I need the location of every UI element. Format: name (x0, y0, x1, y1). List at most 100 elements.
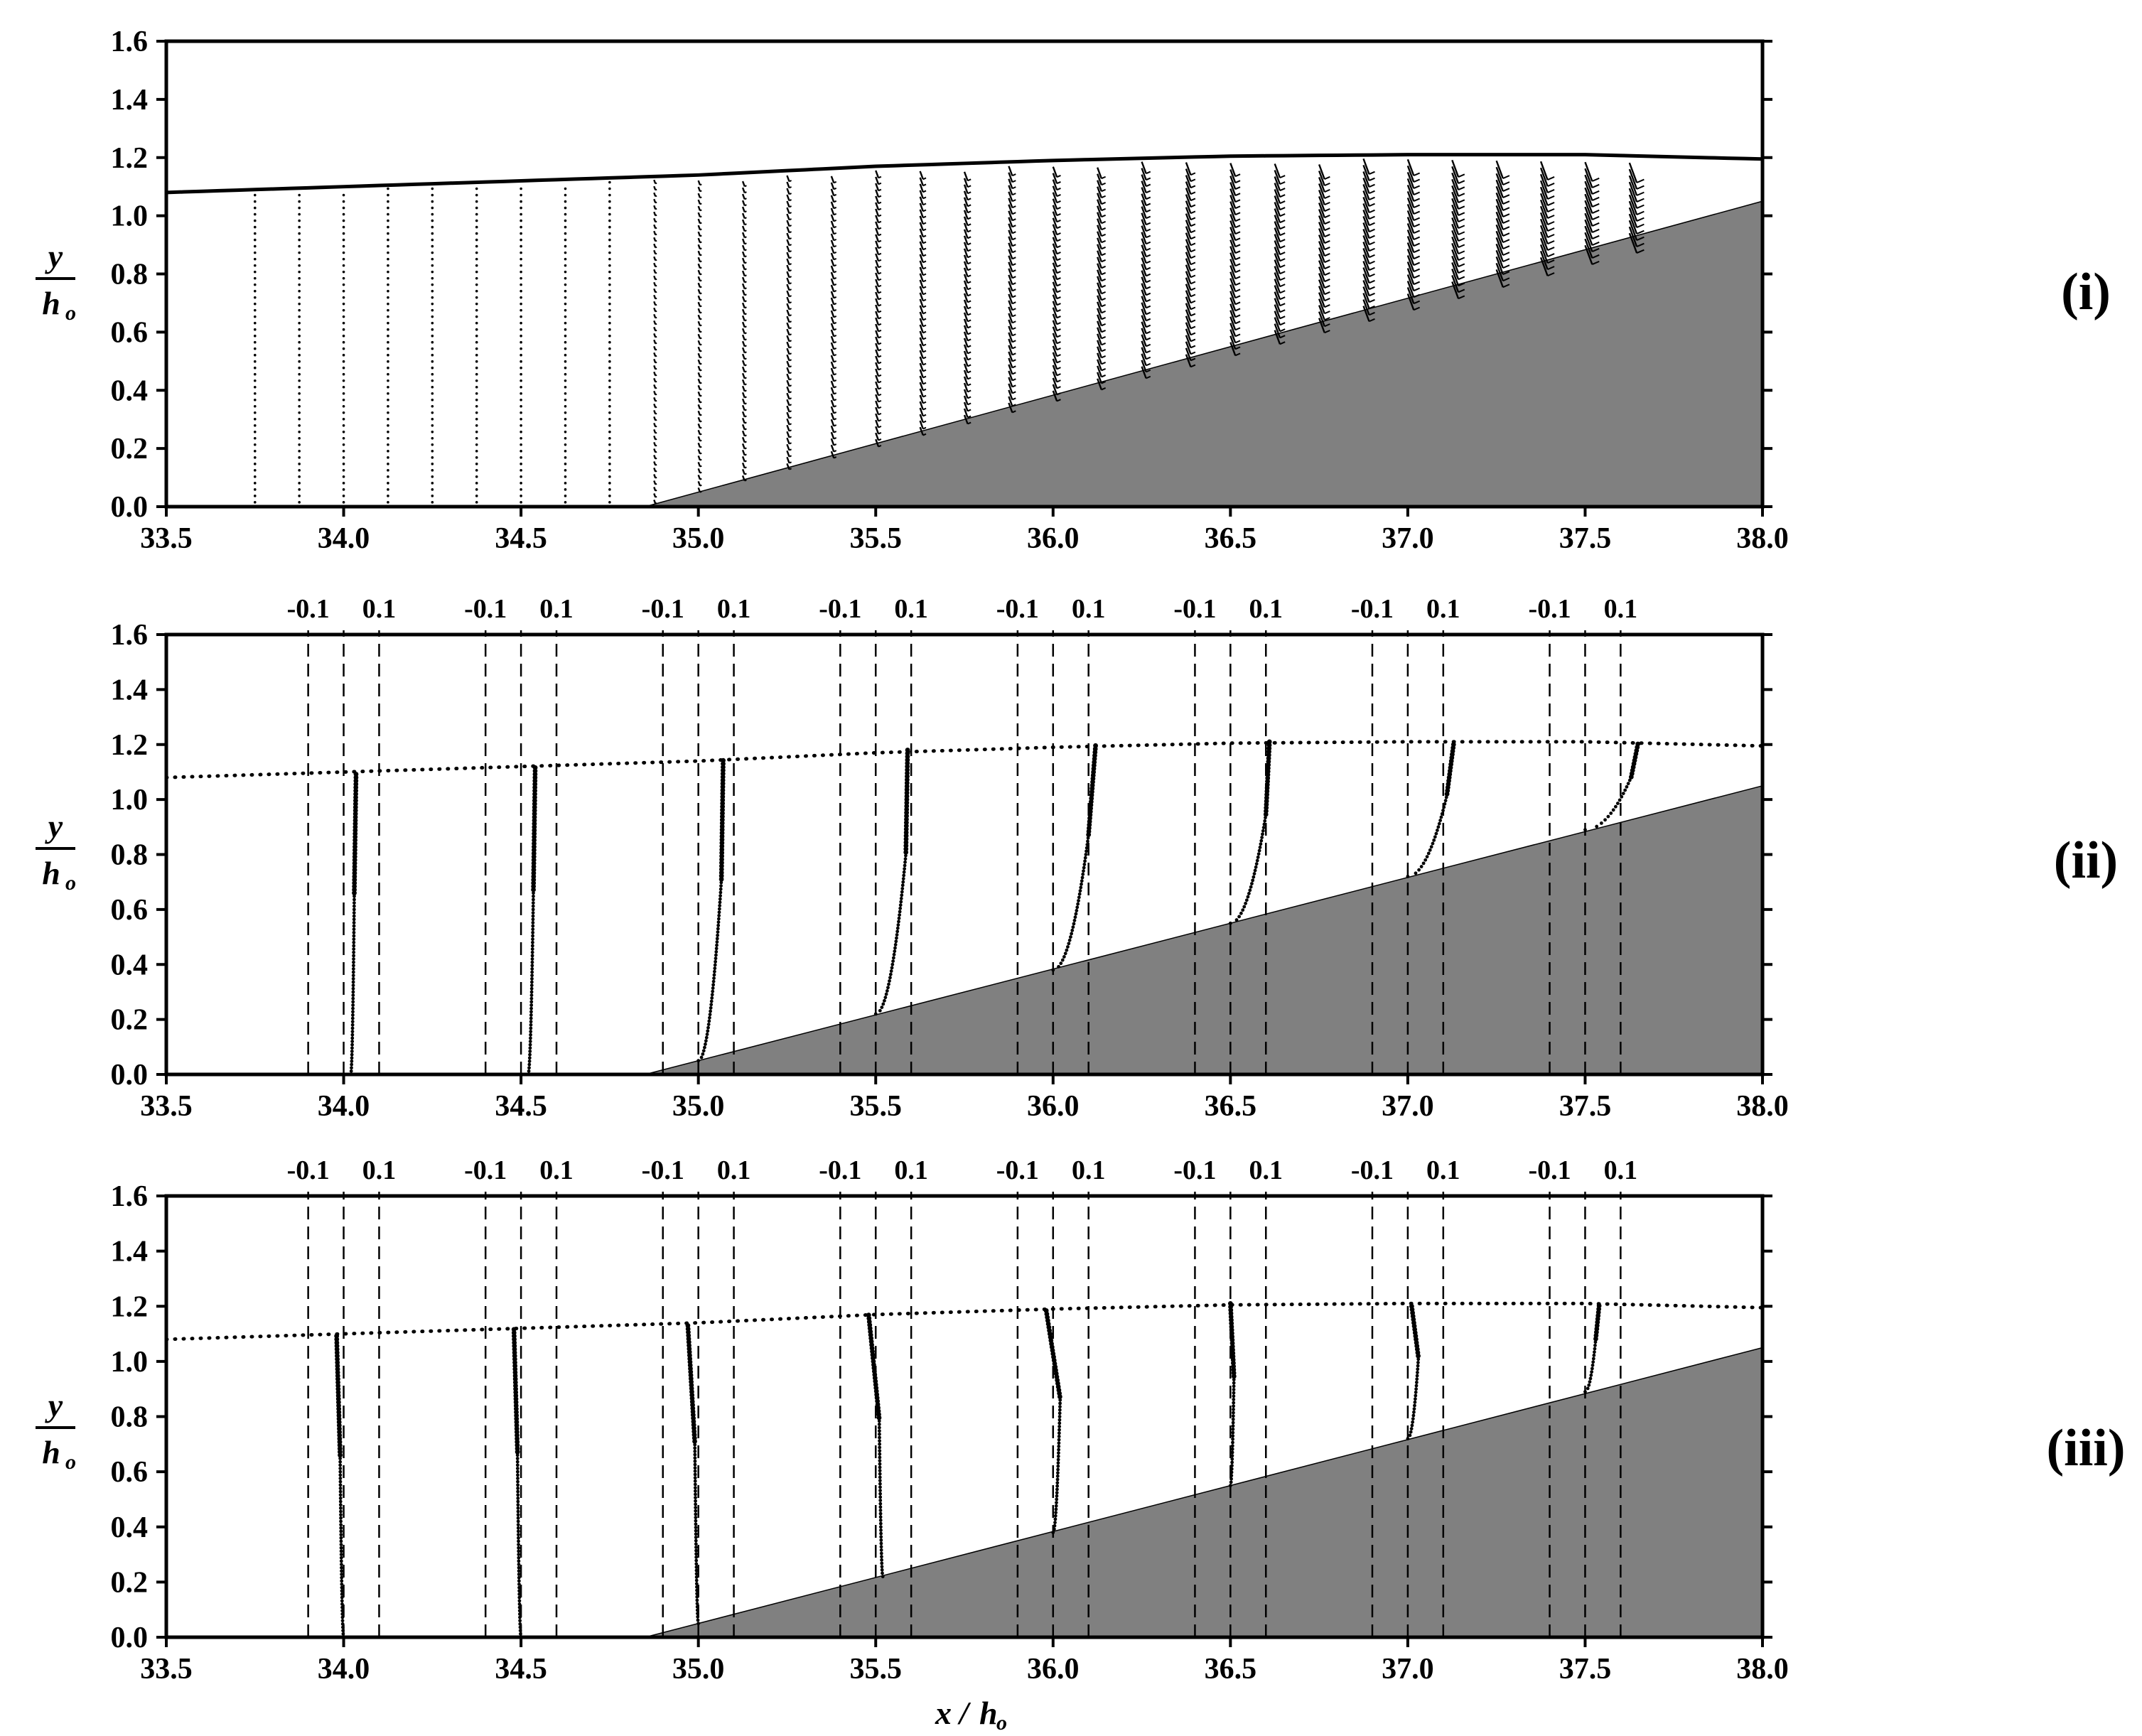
vector-arrow (875, 336, 880, 345)
vector-arrow (786, 309, 790, 316)
vector-arrow (875, 400, 880, 409)
profile-point (1085, 849, 1088, 853)
vector-arrow (475, 347, 478, 350)
profile-point (1410, 1423, 1414, 1428)
profile-point (696, 1622, 701, 1625)
vector-arrow (1185, 175, 1192, 188)
profile-point (339, 1516, 343, 1520)
vector-arrow-head (967, 319, 972, 323)
profile-point (708, 1015, 711, 1020)
vector-arrow-head (655, 419, 657, 421)
vector-arrow (1406, 184, 1415, 202)
vector-arrow-head (789, 282, 792, 285)
profile-point (693, 1450, 697, 1453)
vector-arrow (741, 289, 746, 296)
vector-arrow (741, 315, 746, 321)
vector-arrow (253, 289, 257, 293)
profile-point (1258, 846, 1262, 849)
vector-arrow (1318, 183, 1325, 199)
vector-arrow (1229, 259, 1237, 273)
vector-arrow (520, 443, 522, 446)
profile-point (878, 1505, 883, 1509)
profile-point (705, 1033, 709, 1036)
profile-point (1057, 1445, 1061, 1448)
profile-point (339, 1526, 343, 1530)
vector-arrow-head (1413, 178, 1421, 183)
vector-arrow (919, 196, 924, 205)
profile-point (1412, 1410, 1416, 1414)
vector-arrow-head (699, 190, 702, 193)
vector-arrow (298, 469, 301, 472)
profile-point (694, 1552, 698, 1556)
y-axis-title-sub: o (65, 1450, 76, 1474)
vector-arrow (253, 219, 257, 222)
vector-arrow-head (699, 484, 702, 487)
vector-arrow-head (1011, 346, 1016, 350)
profile-point (710, 996, 714, 1000)
vector-arrow-head (1190, 262, 1196, 266)
vector-arrow (431, 482, 434, 485)
vector-arrow (564, 495, 567, 497)
profile-point (694, 1532, 698, 1536)
profile-point (695, 1598, 699, 1602)
vector-arrow (1008, 325, 1013, 336)
profile-point (1076, 902, 1080, 906)
vector-arrow-head (744, 460, 747, 463)
vector-arrow-head (922, 190, 927, 193)
profile-point (891, 956, 895, 960)
vector-arrow (298, 232, 301, 235)
vector-arrow (342, 212, 345, 216)
vector-arrow-head (1279, 277, 1286, 281)
vector-arrow-head (1636, 191, 1645, 196)
vector-arrow (697, 416, 701, 423)
vector-arrow-head (789, 455, 792, 458)
vector-arrow (1406, 287, 1415, 304)
vector-arrow (1451, 230, 1460, 248)
vector-arrow (741, 436, 746, 443)
vector-arrow (919, 369, 924, 378)
vector-arrow (431, 219, 434, 222)
vector-arrow-head (922, 311, 927, 315)
vector-arrow-head (655, 438, 657, 441)
vector-arrow-head (1636, 217, 1645, 222)
vector-arrow (298, 417, 301, 421)
profile-point (1431, 841, 1435, 846)
vector-arrow (1362, 306, 1370, 322)
vector-arrow (697, 487, 701, 493)
vector-arrow-head (922, 177, 927, 180)
vector-arrow (253, 424, 257, 427)
vector-arrow (1229, 188, 1237, 203)
vector-arrow (342, 501, 345, 504)
vector-arrow (1141, 360, 1147, 372)
vector-arrow (298, 308, 301, 312)
vector-arrow-head (967, 255, 972, 259)
vector-arrow (919, 222, 924, 231)
profile-point (1261, 829, 1265, 833)
profile-point (352, 934, 356, 938)
vector-arrow (1406, 210, 1415, 227)
vector-arrow (741, 187, 746, 193)
vector-arrow-head (878, 278, 882, 281)
vector-arrow-head (1458, 257, 1465, 262)
profile-point (517, 1592, 522, 1596)
vector-arrow-head (1591, 260, 1600, 266)
profile-point (1252, 875, 1256, 879)
vector-arrow-head (655, 297, 657, 300)
profile-point (695, 1592, 699, 1596)
vector-arrow (786, 424, 790, 431)
vector-arrow-head (1101, 252, 1107, 257)
vector-arrow (387, 212, 389, 216)
vector-arrow (1229, 207, 1237, 222)
profile-point (1231, 1420, 1235, 1425)
vector-arrow (830, 188, 835, 196)
profile-point (879, 1529, 883, 1532)
vector-arrow (1229, 169, 1237, 183)
vector-arrow (253, 296, 257, 299)
profile-point (1053, 1517, 1057, 1521)
profile-point (709, 1003, 714, 1007)
vector-arrow (475, 430, 478, 433)
vector-arrow-head (1101, 227, 1107, 231)
vector-arrow (1141, 174, 1147, 187)
vector-arrow-head (922, 343, 927, 347)
profile-point (866, 1312, 871, 1318)
